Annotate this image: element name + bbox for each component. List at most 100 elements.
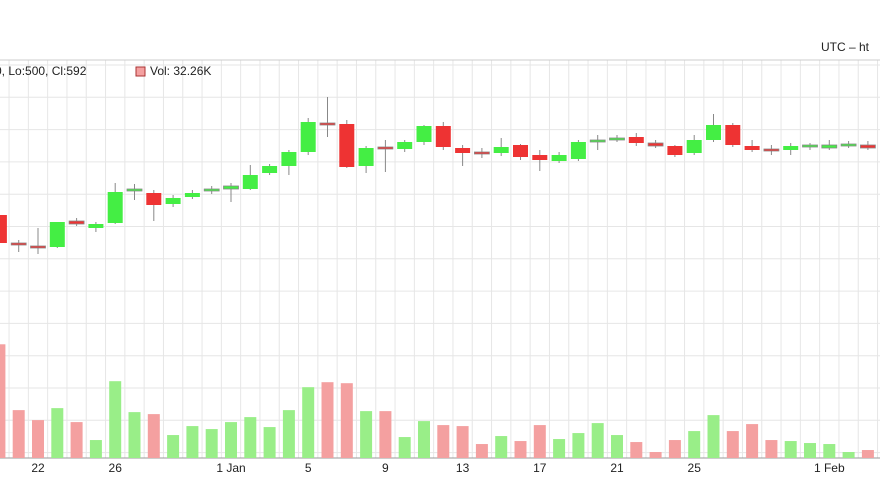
candle-body	[686, 140, 702, 153]
volume-bar	[572, 433, 585, 458]
x-tick-label: 17	[533, 461, 547, 475]
candle-body	[840, 143, 857, 147]
candle-body	[281, 152, 297, 166]
volume-swatch	[135, 66, 146, 77]
volume-bar	[302, 387, 315, 458]
x-tick-label: 5	[305, 461, 312, 475]
candle-body	[647, 142, 664, 147]
volume-bar	[765, 440, 778, 458]
volume-bar	[186, 426, 199, 458]
volume-bar	[360, 411, 373, 458]
candle-body	[725, 125, 741, 145]
candle-body	[783, 146, 799, 150]
volume-bar	[321, 382, 334, 458]
candle-body	[802, 144, 818, 148]
candle-body	[300, 122, 316, 152]
candle-body	[570, 142, 586, 159]
candle-body	[628, 137, 644, 143]
x-tick-label: 1 Feb	[814, 461, 845, 475]
candle-body	[203, 188, 220, 192]
volume-bar	[398, 437, 411, 458]
volume-bar	[225, 422, 237, 458]
volume-bar	[89, 440, 102, 458]
volume-bar	[475, 444, 488, 458]
candle-body	[416, 126, 432, 142]
volume-bar	[147, 414, 160, 458]
candle-body	[339, 124, 355, 167]
candle-body	[513, 145, 528, 157]
volume-bar	[167, 435, 180, 458]
volume-bar	[861, 450, 874, 458]
volume-bar	[340, 383, 353, 458]
candle-body	[0, 215, 7, 243]
volume-bar	[244, 417, 257, 458]
candle-body	[319, 122, 336, 126]
candle-body	[88, 224, 104, 228]
volume-bar	[495, 436, 508, 458]
volume-bar	[282, 410, 295, 458]
volume-bar	[456, 426, 469, 458]
candle-body	[706, 125, 721, 140]
candle-body	[262, 166, 278, 173]
volume-bar	[688, 431, 701, 458]
volume-bar	[128, 412, 141, 458]
candle-body	[667, 146, 683, 155]
volume-bar	[514, 441, 527, 458]
x-tick-label: 9	[382, 461, 389, 475]
volume-bar	[784, 441, 797, 458]
volume-bar	[12, 410, 25, 458]
volume-bar	[726, 431, 739, 458]
candle-body	[551, 155, 567, 161]
candle-body	[763, 148, 780, 152]
volume-bar	[649, 452, 662, 458]
candle-body	[146, 193, 162, 205]
ohlc-label: 0, Lo:500, Cl:592	[0, 64, 87, 78]
candle-body	[744, 146, 760, 150]
x-tick-label: 13	[456, 461, 470, 475]
volume-bar	[533, 425, 546, 458]
volume-bar	[591, 423, 604, 458]
volume-bar	[205, 429, 218, 458]
candle-body	[860, 144, 876, 149]
x-tick-label: 21	[610, 461, 624, 475]
volume-bar	[804, 443, 816, 458]
volume-bar	[70, 422, 83, 458]
candle-body	[107, 192, 123, 223]
volume-bar	[611, 435, 623, 458]
volume-bar	[630, 442, 643, 458]
grid	[0, 60, 880, 458]
x-tick-label: 22	[31, 461, 45, 475]
candle-body	[126, 188, 143, 192]
candle-body	[358, 148, 374, 166]
candle-body	[242, 175, 258, 189]
volume-bar	[263, 427, 276, 458]
candle-body	[473, 151, 490, 155]
candle-body	[184, 193, 200, 197]
volume-bar	[109, 381, 122, 458]
volume-bar	[0, 344, 6, 458]
volume-bar	[707, 415, 720, 458]
volume-bar	[379, 411, 392, 458]
candle-body	[589, 139, 606, 143]
candle-body	[165, 198, 181, 204]
volume-bar	[823, 444, 836, 458]
candle-body	[609, 137, 625, 141]
volume-label: Vol: 32.26K	[150, 64, 211, 78]
candle-body	[49, 222, 65, 247]
x-tick-label: 25	[688, 461, 702, 475]
x-tick-label: 26	[109, 461, 123, 475]
volume-bar	[418, 421, 430, 458]
candle-body	[821, 144, 838, 149]
volume-bar	[51, 408, 64, 458]
candle-body	[68, 220, 85, 225]
candle-body	[377, 146, 394, 150]
candle-body	[435, 126, 451, 147]
candle-body	[455, 148, 471, 153]
volume-bar	[668, 440, 681, 458]
timezone-label: UTC – ht	[821, 40, 870, 54]
x-tick-label: 1 Jan	[216, 461, 245, 475]
candle-body	[397, 142, 413, 149]
candle-body	[532, 155, 548, 160]
volume-bar	[437, 425, 450, 458]
